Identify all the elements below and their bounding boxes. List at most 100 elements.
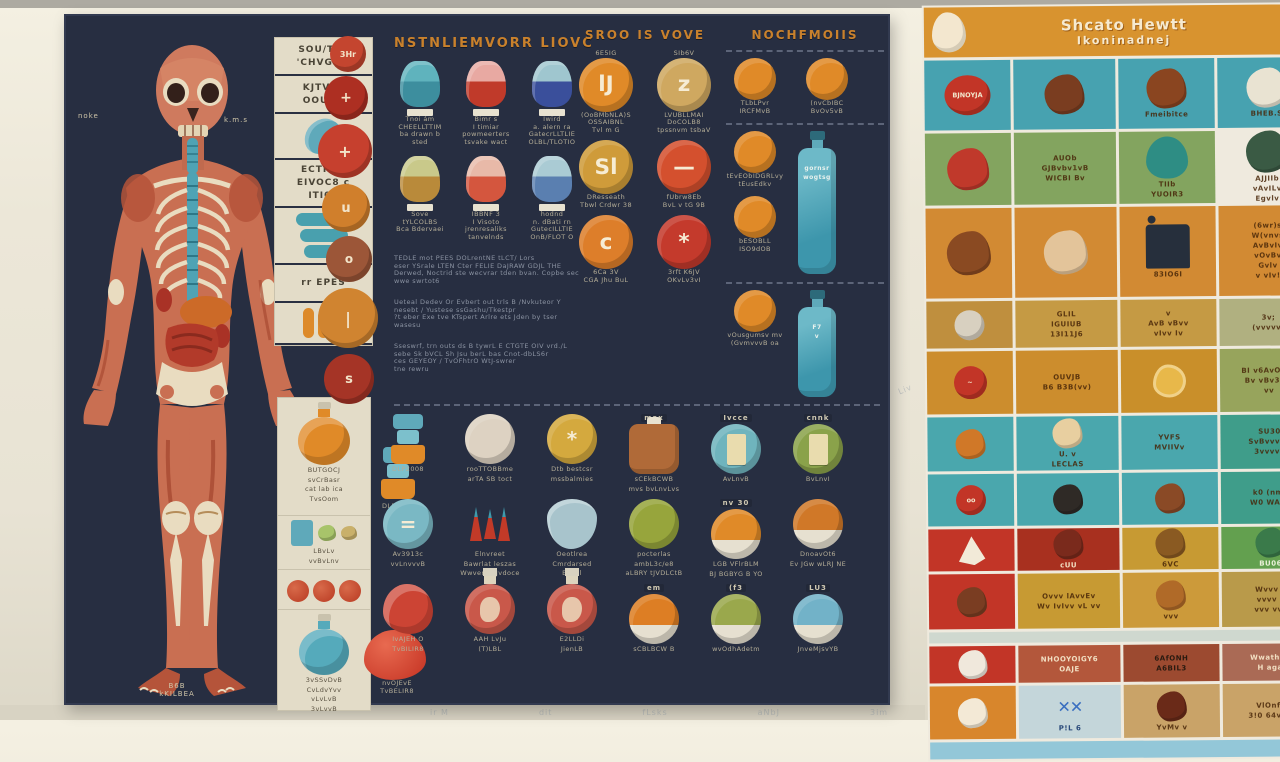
caption-line: Sseswrf, trn outs ds B tywrL E CTGTE OIV… [394,342,568,350]
ball-icon: lJ [579,57,633,112]
bottom-grid-item: E2LLDi JienLB [536,568,608,654]
steak-icon [1152,364,1186,398]
ball-icon: * [657,215,711,269]
caption-line: sebe Sk bVCL Sh Jsu berL bas Cnot-dbLS6r [394,349,549,358]
caption-line: nv 30 [719,499,753,507]
caption-line: Ueteal Dedev Or Evbert out trls B /Nvkut… [394,298,561,306]
right-panel-cell: YvMv v [1123,684,1221,738]
caption-line: JnveMjsvYB [797,645,839,653]
bottom-grid-item: LU3 JnveMjsvYB [782,584,854,654]
sidebar-box: SOU/Tim 'CHVGSM [275,38,372,76]
caption-line: cUU [1060,561,1078,570]
caption-line: gornsr [804,165,830,172]
right-panel-cell [928,528,1015,572]
bottom-grid-item: em sCBLBCW B [618,584,690,654]
right-panel-row: AUOb GJBvbv1vB WICBI Bv TIIb YUOIR3 AJJIIb vAv… [924,130,1280,206]
bottom-grid-item: (f3 wvOdhAdetm [700,584,772,654]
caption-line: Elnvreet [474,550,506,558]
man-icon [1145,224,1191,269]
anatomy-crest-icon [931,12,967,53]
badge-icon [954,309,985,340]
table-scribble: ir M [430,708,449,717]
caption-line: BU06 [1259,559,1280,568]
hide-icon [1154,483,1186,514]
right-panel-row: NHOOYOIGY6 OAJE 6AfONH A6BIL3 Wwatherf H agaj [929,643,1280,684]
caption-line: 6AfONH [1154,653,1189,663]
teal-flask-icon [299,614,349,675]
table-scribble: fLsks [642,708,668,717]
bottom-grid-item: DnoavOt6 Ev JGw wLRJ NE [782,499,854,578]
tomato-icon [287,580,309,602]
caption-line: YUOIR3 [1151,190,1184,199]
right-panel-cell [927,416,1014,472]
right-panel-cell: v AvB vBvv vIvv Iv [1120,299,1217,347]
caption-line: JienLB [560,644,584,653]
caption-line: nesebt / Yustese ssGashu/Tkestpr [394,305,516,314]
right-panel-cell [1016,472,1120,526]
right-panel-cell: SU30 SvBvvvvb 3vvvvv [1220,414,1280,470]
caption-line: sCEkBCWB [634,475,674,483]
right-panel-cell [1120,349,1218,413]
caption-line: Gvlv [1258,261,1278,270]
dashed-divider [726,123,884,125]
caption-line: hodnd [540,210,564,218]
caption-line: IBBNF 3 [471,210,501,218]
caption-line: ba drawn b sted [399,130,441,146]
hydration-row-1: TLbLPvr IRCFMvB (nvCbIBC BvOv5vB [726,58,884,115]
caption-line: tsvake wact [464,137,508,146]
bottom-grid-item: * Dtb bestcsr mssbalmies [536,414,608,493]
pearl-icon [465,414,515,464]
caption-line: arTA SB toct [467,474,513,483]
right-panel-row: U. v LECLAS YVFS MVIIVv SU30 SvBvvvvb 3vvvvv [927,414,1280,472]
caption-line: ISO9dOB [739,244,771,253]
caption-line: Oeotlrea [556,550,588,558]
right-panel-row: cUU 6VC BU06 [928,526,1280,572]
bottom-grid-item: Ivcce AvLnvB [700,414,772,493]
caption-line: P!L 6 [1058,723,1082,732]
caption-line: GatecrLLTLIE [528,130,576,138]
ballsplit-icon [793,499,843,549]
caption-line: (nvCbIBC [810,99,844,107]
caption-line: Tbwl Crdwr 38 [579,200,633,209]
caption-line: (6wr)s [1253,221,1280,230]
cup-panel: LBvLv vvBvLnv [278,516,370,572]
right-panel-cell: cUU [1017,527,1120,571]
food-circle-item: * 3rft K6JV OKvLv3vI [652,215,716,284]
body-paragraph: TEDLE mot PEES DOLrentNE tLCT/ Lors eser … [394,254,582,285]
caption-line: vOusgumsv mv [727,331,783,339]
dashed-divider [726,282,884,284]
caption-line: GutecILLTIE [531,225,573,233]
bottom-grid-item: DLP2008 [372,414,444,493]
caption-line: CGA Jhu BuL [583,275,629,284]
table-scribble: dit [538,708,553,717]
jar-icon [400,156,440,202]
caption-line: AAH LvJu [473,635,507,643]
pot-icon [629,417,679,474]
caption-line: Ivcce [720,414,752,422]
meat-icon [1053,529,1084,560]
caption-line: LVUBLLMAI [664,110,704,119]
nutrient-circle-icon: + [324,76,368,120]
animal-icon [956,586,988,617]
right-panel-cell: NHOOYOIGY6 OAJE [1018,644,1121,683]
jar-icon [466,156,506,202]
bottom-grid-item: AAH LvJu (T)LBL [454,568,526,654]
right-panel-cell [926,300,1013,349]
caption-line: Wv IvIvv vL vv [1037,601,1101,611]
bottom-grid-item: rooTTOBBme arTA SB toct [454,414,526,493]
right-panel-cell: Wwatherf H agaj [1222,643,1280,681]
caption-line: TIIb [1158,180,1176,189]
jar-item: Iwird a. alern ra GatecrLLTLIE OLBL/TLOTIO [526,61,578,146]
caption-line: wvOdhAdetm [712,645,760,653]
caption-line: Derwed, Noctrid ste wecvrar tden bvan. C… [394,269,580,277]
section-ingredients: NSTNLIEMVORR LIOVC Tnoi ám CHEELLTTIM ba d… [394,36,592,373]
caption-line: U. v [1058,450,1077,459]
ballsplit-icon [711,509,761,559]
caption-line: EIVOC8 c [296,178,351,188]
caption-line: Ovvv lAvvEv [1042,591,1096,601]
caption-line: SOU/Tim [298,44,349,55]
caption-line: BJ BGBYG B YO [709,569,763,578]
